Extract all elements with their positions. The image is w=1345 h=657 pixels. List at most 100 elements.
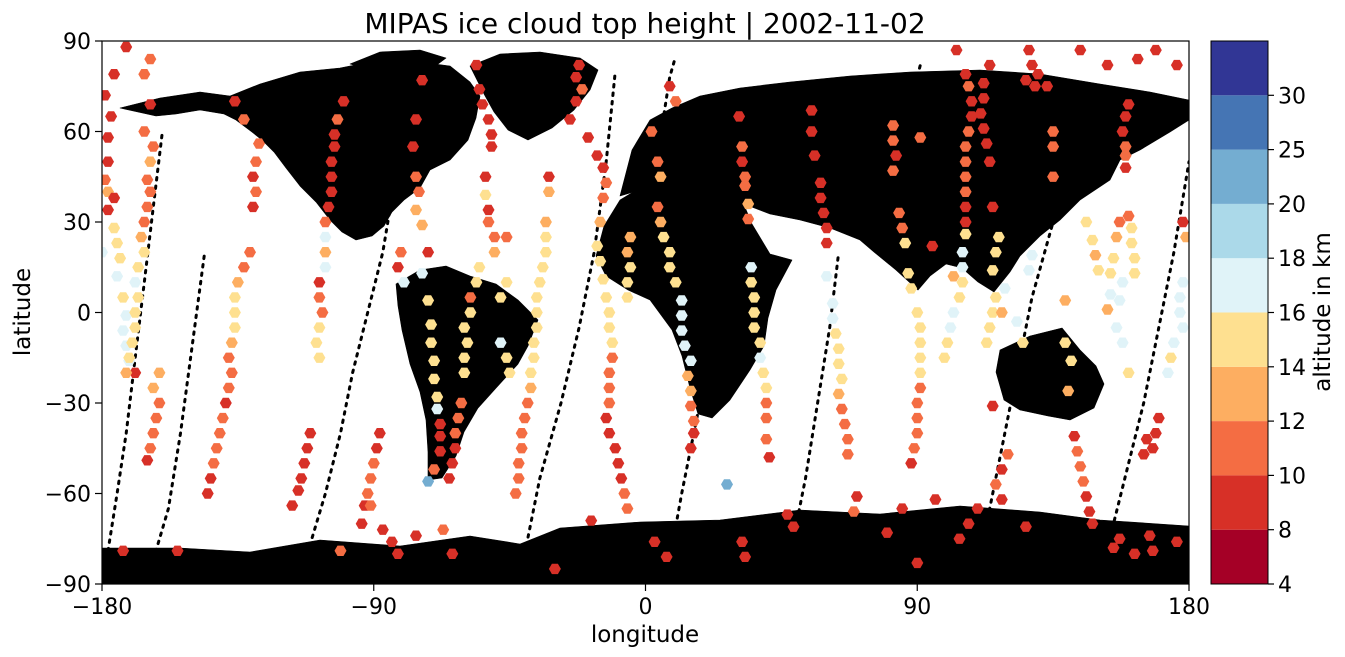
- colorbar-segment-2: [1211, 421, 1268, 476]
- cloud-point-204: [597, 274, 610, 285]
- cloud-point-146: [488, 247, 501, 258]
- cloud-point-416: [1125, 222, 1138, 234]
- cloud-point-42: [147, 382, 160, 394]
- cloud-point-327: [965, 111, 978, 122]
- land-north-america: [119, 59, 481, 241]
- cloud-point-137: [476, 99, 489, 110]
- cloud-point-224: [651, 201, 664, 213]
- cloud-point-175: [533, 277, 546, 288]
- cloud-point-150: [464, 307, 477, 318]
- cloud-point-417: [1125, 237, 1138, 249]
- cloud-point-16: [117, 325, 130, 336]
- cloud-point-274: [787, 521, 800, 532]
- cloud-point-68: [216, 412, 229, 424]
- cloud-point-141: [479, 171, 492, 182]
- cloud-point-81: [322, 201, 335, 213]
- cloud-point-333: [959, 201, 972, 213]
- cloud-point-134: [394, 247, 407, 258]
- cloud-point-252: [739, 551, 752, 562]
- cloud-point-248: [660, 551, 673, 562]
- cloud-point-0: [120, 41, 133, 53]
- land-greenland: [469, 51, 599, 141]
- colorbar-segment-8: [1211, 95, 1268, 150]
- cloud-point-217: [615, 473, 628, 484]
- cloud-point-257: [736, 141, 749, 152]
- cloud-point-241: [684, 385, 697, 397]
- cloud-point-36: [129, 307, 142, 318]
- cloud-point-5: [102, 156, 114, 167]
- cloud-point-320: [914, 132, 927, 143]
- y-axis-label: latitude: [10, 268, 36, 356]
- colorbar-segment-1: [1211, 475, 1268, 530]
- cloud-point-312: [911, 397, 924, 409]
- cloud-point-188: [512, 473, 525, 484]
- cloud-point-160: [443, 473, 456, 484]
- cloud-point-221: [645, 126, 658, 137]
- cloud-point-198: [597, 162, 610, 173]
- cloud-point-235: [675, 295, 688, 306]
- cloud-point-242: [684, 400, 697, 412]
- cloud-point-245: [684, 443, 697, 454]
- cloud-point-302: [896, 222, 909, 234]
- cloud-point-133: [391, 262, 404, 273]
- cloud-point-445: [1170, 536, 1183, 547]
- cloud-point-39: [123, 352, 136, 363]
- cloud-point-53: [250, 156, 262, 167]
- cloud-point-272: [763, 452, 776, 463]
- cloud-point-395: [1074, 44, 1087, 56]
- cloud-point-85: [319, 262, 332, 273]
- cloud-point-315: [908, 443, 921, 454]
- cloud-point-129: [385, 536, 398, 547]
- cloud-point-394: [1086, 518, 1099, 529]
- cloud-point-143: [482, 204, 495, 216]
- cloud-point-335: [959, 228, 972, 240]
- colorbar-tick-label-0: 4: [1278, 573, 1292, 598]
- cloud-point-165: [494, 292, 507, 303]
- cloud-point-313: [911, 412, 924, 424]
- orbit-track-8: [976, 130, 1070, 571]
- cloud-point-295: [847, 506, 860, 517]
- cloud-point-301: [893, 207, 906, 219]
- cloud-point-261: [745, 277, 758, 288]
- cloud-point-299: [890, 150, 903, 161]
- cloud-point-439: [1173, 292, 1186, 303]
- cloud-point-201: [594, 216, 607, 228]
- cloud-point-225: [654, 216, 667, 228]
- cloud-point-403: [1107, 253, 1120, 264]
- land-australia: [995, 327, 1105, 421]
- cloud-point-46: [144, 443, 157, 454]
- cloud-point-263: [748, 307, 761, 318]
- colorbar-segment-7: [1211, 149, 1268, 204]
- cloud-point-329: [959, 141, 972, 152]
- cloud-point-438: [1177, 277, 1189, 288]
- cloud-point-130: [391, 548, 404, 559]
- cloud-point-304: [902, 268, 915, 279]
- cloud-point-294: [841, 449, 854, 460]
- cloud-point-384: [1059, 295, 1072, 306]
- cloud-point-211: [603, 382, 616, 394]
- cloud-point-203: [594, 256, 607, 267]
- cloud-point-423: [1116, 337, 1129, 348]
- cloud-point-409: [1119, 111, 1132, 122]
- orbit-track-9: [1096, 160, 1189, 571]
- colorbar-tick-label-2: 10: [1278, 464, 1306, 489]
- cloud-point-195: [564, 114, 576, 125]
- cloud-point-349: [977, 78, 990, 89]
- cloud-point-90: [310, 337, 323, 348]
- cloud-point-33: [132, 262, 145, 273]
- cloud-point-334: [959, 216, 972, 228]
- cloud-point-432: [1152, 412, 1165, 424]
- cloud-point-370: [1023, 44, 1035, 56]
- cloud-point-31: [135, 231, 148, 243]
- cloud-point-343: [938, 352, 951, 363]
- cloud-point-127: [364, 500, 377, 511]
- cloud-point-140: [485, 141, 498, 152]
- cloud-point-197: [591, 150, 604, 161]
- cloud-point-392: [1080, 491, 1093, 502]
- cloud-point-229: [669, 277, 682, 288]
- cloud-point-106: [422, 247, 435, 258]
- cloud-point-364: [998, 283, 1011, 294]
- colorbar-segment-6: [1211, 203, 1268, 259]
- orbit-track-3: [523, 69, 617, 556]
- cloud-point-231: [621, 247, 634, 258]
